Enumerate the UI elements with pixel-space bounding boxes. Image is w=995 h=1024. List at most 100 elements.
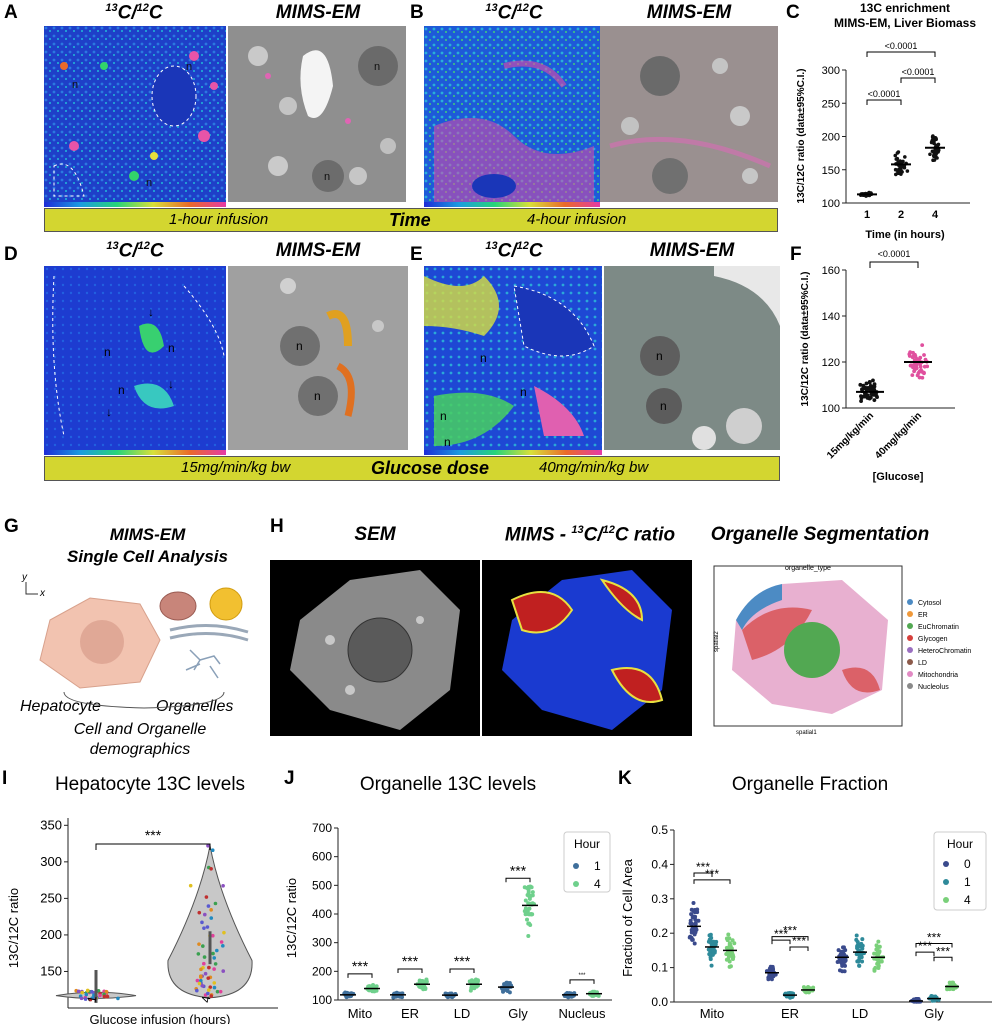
- p-value-label: <0.0001: [878, 249, 911, 259]
- legend-swatch: [907, 611, 913, 617]
- data-point: [196, 952, 201, 956]
- data-point: [707, 947, 712, 952]
- legend-label: Mitochondria: [918, 672, 958, 679]
- svg-text:n: n: [480, 351, 487, 365]
- y-tick-label: 300: [822, 65, 840, 77]
- violin-4: [167, 845, 253, 999]
- y-tick-label: 300: [40, 854, 62, 869]
- data-point: [857, 943, 862, 948]
- x-tick-label: 2: [898, 209, 904, 221]
- data-point: [708, 955, 713, 960]
- panel-a-heading-mims: MIMS-EM: [275, 2, 361, 23]
- data-point: [928, 152, 932, 157]
- data-point: [766, 977, 771, 982]
- data-point: [876, 963, 881, 968]
- panel-label-k: K: [618, 768, 632, 789]
- data-point: [860, 937, 865, 942]
- legend-swatch: [943, 879, 949, 885]
- data-point: [893, 172, 898, 177]
- significance-label: ***: [783, 924, 797, 938]
- legend-label: Glycogen: [918, 636, 948, 643]
- panel-label-e: E: [410, 244, 423, 265]
- significance-label: ***: [936, 944, 950, 958]
- data-point: [859, 394, 863, 399]
- panel-g-title-line2: Single Cell Analysis: [67, 547, 228, 566]
- svg-text:n: n: [440, 409, 447, 423]
- demographics-label: Cell and Organelle demographics: [40, 720, 240, 760]
- panel-a-heading-ratio: 13C/12C: [105, 2, 163, 24]
- data-point: [711, 939, 716, 944]
- y-tick-label: 200: [40, 927, 62, 942]
- significance-bracket: [693, 872, 713, 877]
- colorbar-b: [424, 202, 600, 207]
- data-point: [687, 935, 692, 940]
- data-point: [203, 971, 208, 976]
- data-point: [855, 959, 860, 964]
- data-point: [102, 994, 107, 999]
- x-tick-label: 40mg/kg/min: [873, 410, 924, 461]
- svg-text:spatial2: spatial2: [714, 631, 720, 652]
- significance-label: ***: [927, 931, 941, 945]
- data-point: [221, 944, 225, 948]
- data-point: [206, 988, 211, 992]
- significance-label: ***: [352, 958, 369, 974]
- chart-f: 100 120 140 160 13C/12C ratio (data±95%C.I.)…: [800, 249, 955, 483]
- data-point: [209, 994, 213, 998]
- data-point: [930, 137, 935, 142]
- significance-bracket: [505, 877, 531, 883]
- data-point: [530, 890, 535, 895]
- svg-text:n: n: [520, 385, 527, 399]
- data-point: [221, 969, 226, 973]
- data-point: [206, 991, 210, 996]
- sem-image: [270, 560, 480, 736]
- data-point: [871, 387, 876, 392]
- data-point: [209, 866, 213, 871]
- data-point: [83, 997, 88, 1001]
- data-point: [84, 992, 89, 997]
- significance-label: ***: [705, 867, 719, 881]
- data-point: [935, 156, 939, 160]
- y-tick-label: 200: [822, 132, 840, 144]
- panel-b-em-image: [600, 26, 778, 202]
- x-tick-label: 4: [932, 209, 939, 221]
- data-point: [875, 395, 879, 400]
- panel-d-em-image: nn: [228, 266, 408, 450]
- data-point: [197, 910, 202, 915]
- legend-swatch: [907, 671, 913, 677]
- y-tick-label: 300: [312, 936, 332, 950]
- y-tick-label: 500: [312, 878, 332, 892]
- y-tick-label: 150: [822, 165, 840, 177]
- svg-text:y: y: [21, 572, 28, 583]
- data-point: [732, 941, 737, 946]
- data-point: [85, 988, 90, 993]
- data-point: [202, 912, 207, 917]
- data-point: [923, 357, 928, 362]
- panel-h-seg-title: Organelle Segmentation: [710, 524, 930, 545]
- chart-i-xlabel: Glucose infusion (hours): [90, 1012, 231, 1024]
- colorbar-d: [44, 450, 226, 455]
- demographics-bracket: [63, 691, 225, 709]
- data-point: [211, 933, 215, 938]
- panel-label-g: G: [4, 516, 19, 537]
- time-bar-right: 4-hour infusion: [527, 211, 627, 228]
- data-point: [527, 906, 532, 911]
- panel-label-b: B: [410, 2, 424, 23]
- data-point: [711, 948, 716, 953]
- x-tick-label: LD: [454, 1006, 471, 1021]
- data-point: [896, 150, 901, 154]
- panel-label-c: C: [786, 2, 800, 23]
- chart-c-title: 13C enrichment: [860, 1, 950, 15]
- data-point: [860, 387, 864, 392]
- p-value-label: <0.0001: [885, 41, 918, 51]
- data-point: [690, 914, 695, 919]
- data-point: [206, 976, 211, 980]
- panel-d-ratio-image: n n n ↓ ↓ ↓: [44, 266, 226, 450]
- x-tick-label: 15mg/kg/min: [825, 410, 876, 461]
- data-point: [727, 943, 732, 948]
- data-point: [707, 952, 712, 957]
- data-point: [909, 363, 913, 368]
- chart-k: Organelle Fraction 0.0 0.1 0.2 0.3 0.4 0.5 Frac…: [620, 774, 992, 1021]
- legend-swatch: [907, 599, 913, 605]
- data-point: [529, 912, 534, 917]
- data-point: [691, 901, 696, 906]
